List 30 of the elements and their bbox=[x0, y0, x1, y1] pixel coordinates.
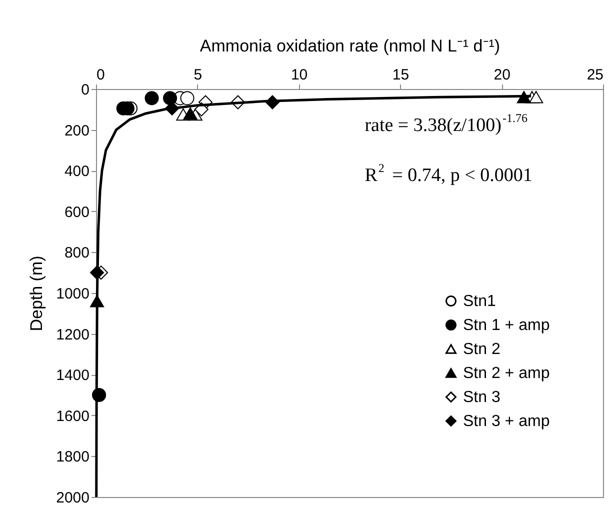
y-tick-label: 800 bbox=[64, 244, 90, 262]
legend-label: Stn 2 + amp bbox=[463, 365, 550, 382]
y-axis-title: Depth (m) bbox=[27, 256, 46, 332]
y-tick-label: 200 bbox=[64, 122, 90, 140]
point bbox=[183, 107, 198, 120]
legend-label: Stn 1 + amp bbox=[463, 317, 550, 334]
y-tick-label: 1800 bbox=[56, 448, 90, 466]
legend-label: Stn 3 bbox=[463, 389, 500, 406]
y-tick-label: 400 bbox=[64, 163, 90, 180]
y-tick-label: 2000 bbox=[56, 490, 90, 506]
legend-label: Stn1 bbox=[463, 293, 496, 310]
x-axis-title: Ammonia oxidation rate (nmol N L⁻¹ d⁻¹) bbox=[200, 36, 500, 56]
x-tick-label: 20 bbox=[494, 66, 510, 84]
x-tick-label: 25 bbox=[586, 66, 604, 84]
point bbox=[529, 91, 544, 104]
point bbox=[180, 91, 194, 106]
point bbox=[144, 91, 159, 106]
y-tick-label: 1200 bbox=[56, 326, 90, 344]
y-tick-label: 0 bbox=[81, 82, 90, 98]
y-tick-label: 1000 bbox=[56, 286, 90, 302]
y-tick-label: 1400 bbox=[56, 367, 90, 384]
y-tick-label: 600 bbox=[64, 204, 90, 221]
x-tick-label: 0 bbox=[96, 66, 105, 84]
point bbox=[163, 91, 178, 106]
x-tick-label: 5 bbox=[194, 66, 202, 84]
x-tick-label: 10 bbox=[290, 66, 308, 84]
legend-label: Stn 2 bbox=[463, 341, 500, 358]
x-tick-label: 15 bbox=[392, 66, 410, 84]
legend-label: Stn 3 + amp bbox=[463, 413, 550, 430]
y-tick-label: 1600 bbox=[56, 408, 90, 425]
